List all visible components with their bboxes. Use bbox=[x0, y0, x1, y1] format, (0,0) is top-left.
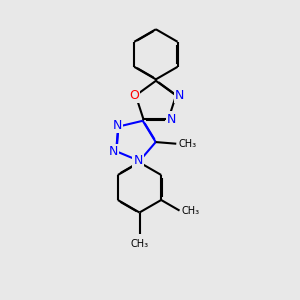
Text: CH₃: CH₃ bbox=[182, 206, 200, 216]
Text: N: N bbox=[167, 113, 177, 126]
Text: CH₃: CH₃ bbox=[130, 239, 148, 249]
Text: N: N bbox=[112, 118, 122, 132]
Text: N: N bbox=[175, 89, 184, 102]
Text: N: N bbox=[108, 145, 118, 158]
Text: N: N bbox=[133, 154, 143, 167]
Text: O: O bbox=[129, 89, 139, 102]
Text: CH₃: CH₃ bbox=[178, 139, 197, 149]
